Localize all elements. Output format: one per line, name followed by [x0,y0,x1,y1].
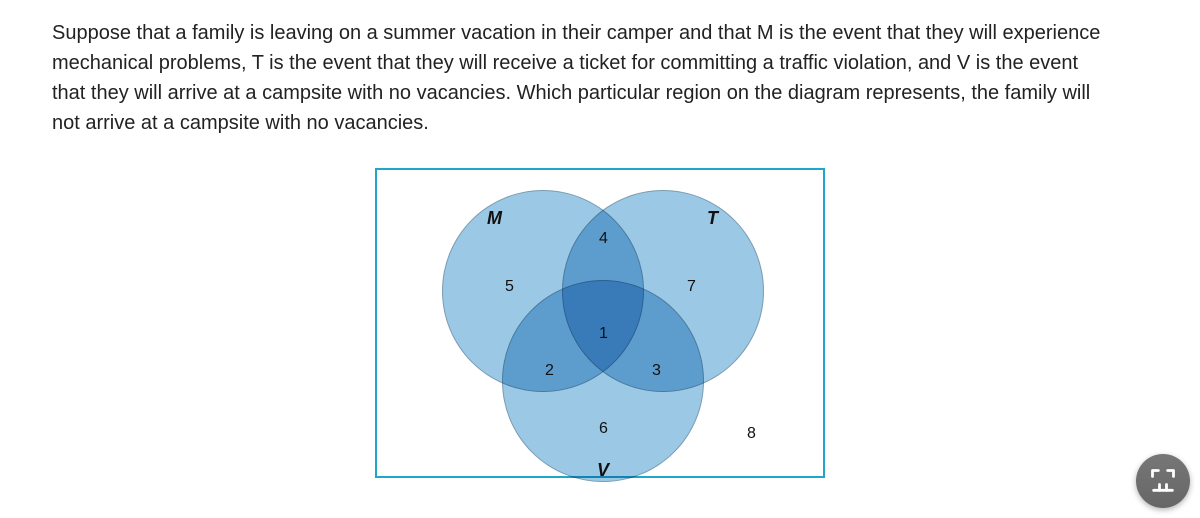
region-1: 1 [599,325,608,343]
region-4: 4 [599,230,608,248]
set-label-t: T [707,208,718,229]
venn-diagram: M T V 1 2 3 4 5 6 7 8 [377,170,823,476]
region-6: 6 [599,420,608,438]
region-2: 2 [545,362,554,380]
set-label-v: V [597,460,609,481]
region-8: 8 [747,425,756,443]
expand-button[interactable] [1136,454,1190,508]
set-label-m: M [487,208,502,229]
expand-icon [1149,467,1177,495]
region-5: 5 [505,278,514,296]
circle-v [502,280,704,482]
region-7: 7 [687,278,696,296]
question-text: Suppose that a family is leaving on a su… [52,18,1112,138]
region-3: 3 [652,362,661,380]
venn-diagram-frame: M T V 1 2 3 4 5 6 7 8 [375,168,825,478]
